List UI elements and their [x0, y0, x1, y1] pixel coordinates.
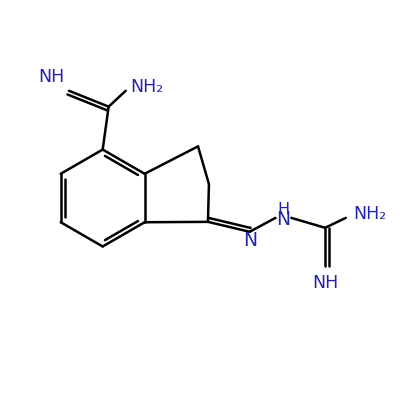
Text: H: H: [277, 202, 290, 217]
Text: NH: NH: [38, 68, 64, 86]
Text: N: N: [276, 210, 290, 229]
Text: NH: NH: [312, 274, 338, 292]
Text: N: N: [243, 231, 258, 250]
Text: NH₂: NH₂: [130, 78, 164, 96]
Text: NH₂: NH₂: [353, 205, 386, 223]
